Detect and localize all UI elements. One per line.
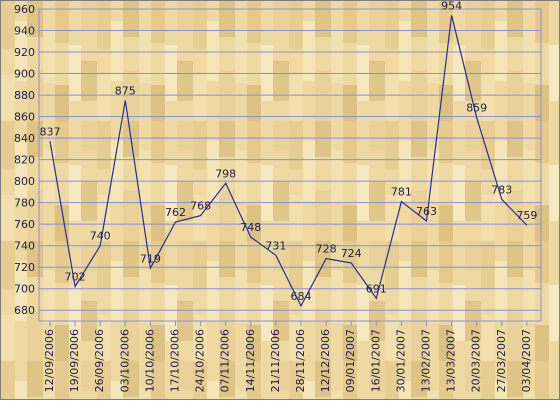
data-label: 762: [165, 206, 186, 219]
x-tick-label: 03/10/2006: [118, 329, 131, 392]
y-tick-label: 920: [14, 46, 35, 59]
y-tick-label: 700: [14, 283, 35, 296]
x-tick-label: 12/12/2006: [319, 329, 332, 392]
x-tick-label: 16/01/2007: [369, 329, 382, 392]
y-tick-label: 760: [14, 218, 35, 231]
data-label: 719: [140, 252, 161, 265]
y-tick-label: 680: [14, 304, 35, 317]
y-tick-label: 820: [14, 154, 35, 167]
data-label: 783: [491, 183, 512, 196]
y-tick-label: 780: [14, 197, 35, 210]
x-tick-label: 27/03/2007: [495, 329, 508, 392]
x-tick-label: 20/03/2007: [470, 329, 483, 392]
data-label: 724: [341, 247, 362, 260]
y-tick-label: 840: [14, 132, 35, 145]
data-label: 768: [190, 200, 211, 213]
y-tick-label: 720: [14, 261, 35, 274]
y-tick-label: 940: [14, 25, 35, 38]
data-labels: 837 702 740 875 719 762 768 798 748 731 684 728 724 6…: [40, 0, 538, 303]
data-label: 740: [90, 230, 111, 243]
data-label: 728: [316, 243, 337, 256]
x-tick-label: 21/11/2006: [269, 329, 282, 392]
x-tick-label: 07/11/2006: [219, 329, 232, 392]
data-label: 691: [366, 282, 387, 295]
x-tick-label: 28/11/2006: [294, 329, 307, 392]
x-tick-label: 26/09/2006: [93, 329, 106, 392]
data-label: 684: [291, 290, 312, 303]
y-tick-label: 740: [14, 240, 35, 253]
x-tick-label: 09/01/2007: [344, 329, 357, 392]
data-label: 748: [240, 221, 261, 234]
y-tick-label: 800: [14, 175, 35, 188]
series-line: [49, 15, 528, 308]
data-label: 798: [215, 167, 236, 180]
x-tick-label: 13/02/2007: [420, 329, 433, 392]
data-label: 837: [40, 125, 61, 138]
data-label: 763: [416, 205, 437, 218]
series: [49, 15, 528, 308]
data-label: 954: [441, 1, 462, 12]
x-tick-label: 17/10/2006: [169, 329, 182, 392]
data-label: 781: [391, 186, 412, 199]
x-tick-label: 24/10/2006: [194, 329, 207, 392]
y-axis: 680 700 720 740 760 780 800 820 840 860 880 900 920 9…: [14, 3, 35, 317]
plot-frame: [38, 8, 542, 322]
x-tick-label: 13/03/2007: [445, 329, 458, 392]
y-tick-label: 880: [14, 89, 35, 102]
x-tick-label: 30/01/2007: [394, 329, 407, 392]
gridlines: [38, 8, 542, 326]
y-tick-label: 860: [14, 111, 35, 124]
x-tick-label: 19/09/2006: [68, 329, 81, 392]
y-tick-label: 900: [14, 68, 35, 81]
data-label: 759: [516, 209, 537, 222]
data-label: 731: [265, 239, 286, 252]
y-tick-label: 960: [14, 3, 35, 16]
data-label: 875: [115, 84, 136, 97]
data-label: 859: [466, 102, 487, 115]
x-tick-label: 12/09/2006: [43, 329, 56, 392]
x-axis: 12/09/2006 19/09/2006 26/09/2006 03/10/2006…: [43, 329, 533, 392]
x-tick-label: 03/04/2007: [520, 329, 533, 392]
x-tick-label: 10/10/2006: [143, 329, 156, 392]
x-tick-label: 14/11/2006: [244, 329, 257, 392]
data-label: 702: [65, 271, 86, 284]
